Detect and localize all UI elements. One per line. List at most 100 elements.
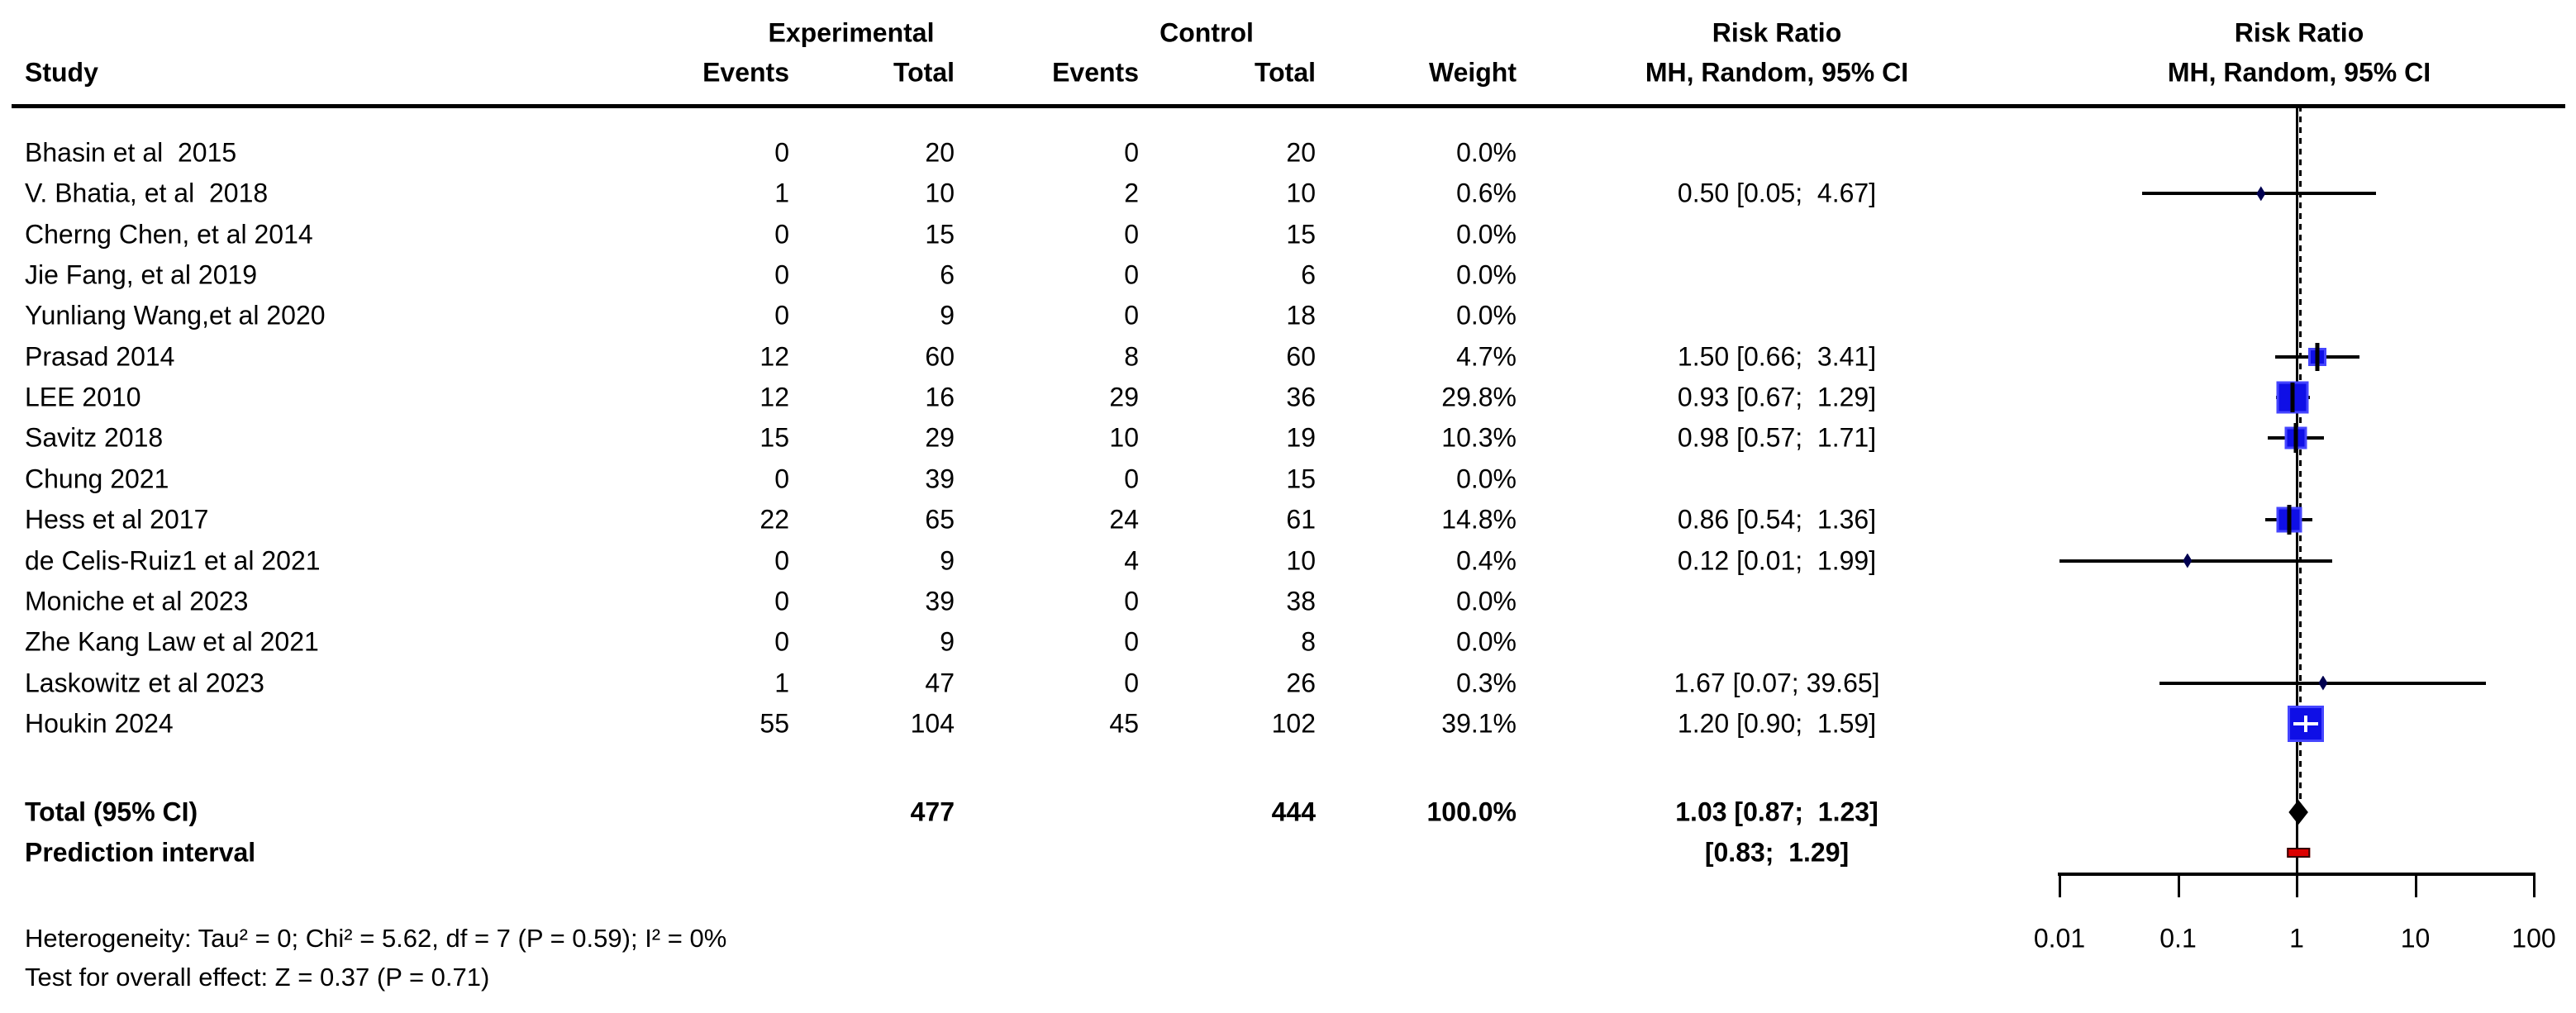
cell-weight: 39.1%	[1441, 708, 1517, 739]
cell-ctrl-events: 8	[1124, 341, 1139, 372]
cell-ctrl-events: 10	[1109, 422, 1139, 453]
effect-marker-diamond	[2318, 675, 2328, 691]
cell-ctrl-total: 20	[1286, 137, 1316, 168]
cell-ctrl-events: 24	[1109, 504, 1139, 535]
x-axis-tick	[2177, 873, 2180, 897]
heterogeneity-stats: Heterogeneity: Tau² = 0; Chi² = 5.62, df…	[25, 923, 727, 953]
header-weight: Weight	[1428, 57, 1517, 88]
cell-ctrl-events: 0	[1124, 259, 1139, 290]
x-axis-tick-label: 100	[2512, 923, 2556, 954]
cell-ctrl-total: 8	[1301, 626, 1316, 657]
cell-weight: 0.4%	[1456, 545, 1517, 575]
cell-exp-events: 0	[774, 626, 789, 657]
cell-ctrl-total: 15	[1286, 219, 1316, 250]
cell-weight: 4.7%	[1456, 341, 1517, 372]
cell-exp-events: 12	[759, 341, 789, 372]
cell-ctrl-events: 0	[1124, 300, 1139, 331]
cell-risk-ratio-ci: 0.98 [0.57; 1.71]	[1677, 422, 1877, 453]
cell-ctrl-total: 18	[1286, 300, 1316, 331]
header-ctrl-total: Total	[1254, 57, 1316, 88]
cell-ctrl-events: 2	[1124, 178, 1139, 208]
cell-ctrl-total: 61	[1286, 504, 1316, 535]
x-axis-tick-label: 1	[2289, 923, 2304, 954]
study-name: Moniche et al 2023	[25, 586, 249, 616]
cell-weight: 0.0%	[1456, 586, 1517, 616]
cell-risk-ratio-ci: 0.12 [0.01; 1.99]	[1677, 545, 1877, 575]
prediction-interval-label: Prediction interval	[25, 837, 256, 868]
overall-effect-test: Test for overall effect: Z = 0.37 (P = 0…	[25, 962, 490, 992]
header-risk-ratio-plot-col: Risk Ratio	[2234, 17, 2364, 48]
header-mh-random-ci-text-col: MH, Random, 95% CI	[1645, 57, 1909, 88]
x-axis-tick-label: 0.01	[2033, 923, 2086, 954]
cell-exp-total: 9	[940, 300, 955, 331]
total-row-label: Total (95% CI)	[25, 797, 198, 827]
header-ctrl-events: Events	[1052, 57, 1139, 88]
cell-exp-total: 39	[925, 464, 955, 494]
cell-exp-events: 0	[774, 586, 789, 616]
cell-exp-events: 0	[774, 259, 789, 290]
study-name: Savitz 2018	[25, 422, 164, 453]
x-axis-tick	[2414, 873, 2417, 897]
cell-exp-total: 104	[910, 708, 955, 739]
study-name: Houkin 2024	[25, 708, 174, 739]
total-rr-ci-text: 1.03 [0.87; 1.23]	[1675, 797, 1878, 827]
cell-weight: 0.0%	[1456, 300, 1517, 331]
cell-exp-events: 55	[759, 708, 789, 739]
cell-exp-events: 0	[774, 300, 789, 331]
cell-ctrl-events: 0	[1124, 626, 1139, 657]
cell-ctrl-events: 4	[1124, 545, 1139, 575]
cell-ctrl-events: 29	[1109, 382, 1139, 412]
header-exp-total: Total	[893, 57, 955, 88]
cell-exp-total: 60	[925, 341, 955, 372]
cell-exp-total: 29	[925, 422, 955, 453]
study-name: Yunliang Wang,et al 2020	[25, 300, 326, 331]
cell-exp-total: 65	[925, 504, 955, 535]
cell-risk-ratio-ci: 0.50 [0.05; 4.67]	[1677, 178, 1877, 208]
square-point-tick	[2293, 423, 2298, 454]
total-effect-diamond	[2288, 800, 2308, 825]
cell-ctrl-total: 36	[1286, 382, 1316, 412]
study-name: Jie Fang, et al 2019	[25, 259, 258, 290]
total-exp-total: 477	[910, 797, 955, 827]
study-name: LEE 2010	[25, 382, 141, 412]
cell-weight: 29.8%	[1441, 382, 1517, 412]
cell-weight: 0.6%	[1456, 178, 1517, 208]
effect-marker-diamond	[2183, 553, 2193, 568]
cell-ctrl-total: 60	[1286, 341, 1316, 372]
cell-exp-events: 22	[759, 504, 789, 535]
cell-ctrl-events: 0	[1124, 464, 1139, 494]
study-name: Hess et al 2017	[25, 504, 209, 535]
cell-ctrl-total: 38	[1286, 586, 1316, 616]
x-axis-tick	[2296, 873, 2298, 897]
cell-risk-ratio-ci: 0.86 [0.54; 1.36]	[1677, 504, 1877, 535]
cell-exp-events: 1	[774, 667, 789, 697]
cell-exp-total: 9	[940, 545, 955, 575]
x-axis-tick-label: 0.1	[2159, 923, 2197, 954]
cell-ctrl-events: 0	[1124, 219, 1139, 250]
x-axis-tick	[2533, 873, 2536, 897]
cell-ctrl-total: 102	[1271, 708, 1316, 739]
cell-ctrl-events: 0	[1124, 667, 1139, 697]
header-separator-rule	[12, 104, 2565, 108]
x-axis-tick	[2059, 873, 2061, 897]
cell-exp-events: 0	[774, 219, 789, 250]
header-group-experimental: Experimental	[768, 17, 935, 48]
cell-weight: 0.0%	[1456, 137, 1517, 168]
cell-exp-events: 0	[774, 464, 789, 494]
cell-risk-ratio-ci: 1.50 [0.66; 3.41]	[1677, 341, 1877, 372]
cell-exp-total: 6	[940, 259, 955, 290]
ci-line	[2059, 559, 2332, 563]
study-name: Bhasin et al 2015	[25, 137, 237, 168]
study-name: V. Bhatia, et al 2018	[25, 178, 269, 208]
cell-ctrl-events: 0	[1124, 586, 1139, 616]
x-axis-tick-label: 10	[2400, 923, 2431, 954]
cell-weight: 14.8%	[1441, 504, 1517, 535]
cell-ctrl-total: 6	[1301, 259, 1316, 290]
cell-ctrl-events: 0	[1124, 137, 1139, 168]
cell-exp-total: 20	[925, 137, 955, 168]
cell-ctrl-total: 19	[1286, 422, 1316, 453]
header-group-control: Control	[1159, 17, 1254, 48]
effect-marker-diamond	[2256, 186, 2266, 202]
